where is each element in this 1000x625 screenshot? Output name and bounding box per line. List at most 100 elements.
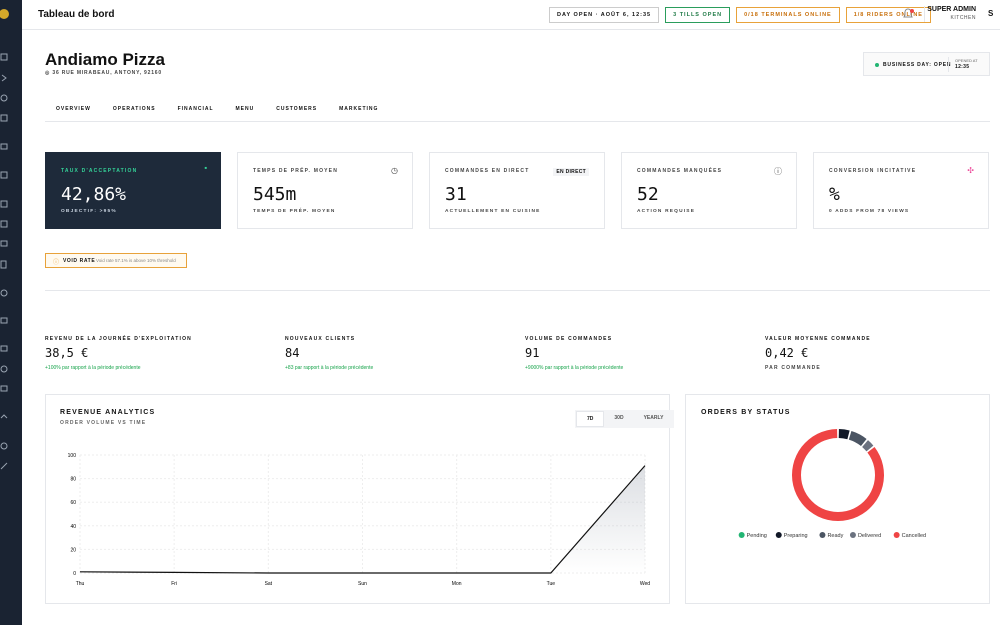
legend-swatch [775, 532, 782, 538]
legend-label: Preparing [784, 533, 808, 539]
alert-text: Void rate 57.1% is above 10% threshold [96, 258, 176, 263]
y-tick-label: 0 [73, 571, 76, 577]
x-tick-label: Sat [265, 581, 273, 587]
kpi-value: 545m [253, 184, 297, 205]
stat-change: +83 par rapport à la période précédente [285, 365, 374, 371]
page-title: Tableau de bord [38, 9, 115, 20]
restaurant-name: Andiamo Pizza [45, 50, 165, 69]
range-button[interactable]: 30D [614, 415, 624, 421]
y-tick-label: 20 [70, 547, 76, 553]
stat-value: 0,42 € [765, 346, 809, 360]
divider [948, 57, 949, 72]
y-tick-label: 40 [70, 524, 76, 530]
stat-value: 91 [525, 346, 540, 360]
section-divider [45, 290, 990, 291]
chart-title: REVENUE ANALYTICS [60, 409, 156, 416]
y-tick-label: 80 [70, 477, 76, 483]
range-button[interactable]: 7D [576, 411, 605, 427]
line [79, 465, 646, 574]
x-tick-label: Wed [640, 581, 650, 587]
range-toggle: 7D 30D YEARLY [575, 410, 675, 428]
tab[interactable]: FINANCIAL [177, 106, 214, 112]
opened-label: OPENED AT [955, 58, 978, 63]
kpi-label: TAUX D'ACCEPTATION [61, 168, 138, 174]
tab[interactable]: MENU [235, 106, 255, 112]
tab[interactable]: OPERATIONS [112, 106, 156, 112]
kpi-sub: 0 ADDS FROM 78 VIEWS [829, 209, 910, 214]
stat-label: VOLUME DE COMMANDES [525, 336, 613, 342]
orders-panel [685, 394, 990, 604]
range-button[interactable]: YEARLY [643, 415, 664, 421]
tab[interactable]: MARKETING [339, 106, 379, 112]
kpi-icon: ◷ [391, 166, 398, 175]
tab[interactable]: CUSTOMERS [276, 106, 318, 112]
stat-note: PAR COMMANDE [765, 365, 821, 371]
chart-title: ORDERS BY STATUS [701, 409, 791, 416]
kpi-card: CONVERSION INCITATIVE% 0 ADDS FROM 78 VIE… [813, 152, 989, 229]
chart-subtitle: ORDER VOLUME VS TIME [60, 420, 147, 426]
kpi-card: TEMPS DE PRÉP. MOYEN 545m TEMPS DE PRÉP. M… [237, 152, 413, 229]
kpi-sub: ACTUELLEMENT EN CUISINE [445, 209, 541, 214]
restaurant-address: ◎ 36 RUE MIRABEAU, ANTONY, 92160 [45, 70, 162, 76]
status-badge[interactable]: 1/8 RIDERS ONLINE [845, 7, 931, 23]
opened-time: 12:35 [955, 64, 970, 70]
stat-label: NOUVEAUX CLIENTS [285, 336, 356, 342]
kpi-label: COMMANDES MANQUÉES [637, 168, 723, 174]
kpi-label: CONVERSION INCITATIVE [829, 168, 917, 174]
tabs-divider [45, 121, 990, 122]
address: 36 RUE MIRABEAU, ANTONY, 92160 [52, 70, 162, 76]
user-name[interactable]: SUPER ADMIN [927, 6, 976, 13]
tabs: OVERVIEW OPERATIONS FINANCIAL MENU CUSTOMERS… [56, 106, 378, 112]
legend-label: Ready [827, 533, 843, 539]
status-badges: DAY OPEN · AOÛT 6, 12:35 3 TILLS OPEN 0/18… [549, 7, 931, 23]
tab[interactable]: OVERVIEW [56, 106, 91, 112]
kpi-value: 31 [445, 184, 467, 205]
stat-value: 38,5 € [45, 346, 89, 360]
status-badge[interactable]: 3 TILLS OPEN [665, 7, 731, 23]
stat-label: VALEUR MOYENNE COMMANDE [765, 336, 871, 342]
x-tick-label: Thu [76, 581, 85, 587]
legend-label: Pending [747, 533, 767, 539]
kpi-value: 52 [637, 184, 659, 205]
stat-value: 84 [285, 346, 300, 360]
slice [848, 431, 867, 447]
legend-label: Delivered [858, 533, 881, 539]
sidebar [0, 0, 22, 625]
kpi-sub: ACTION REQUISE [637, 209, 696, 214]
kpi-sub: OBJECTIF: >95% [61, 209, 117, 214]
kpi-icon: ■ [204, 165, 207, 170]
kpi-icon: ✣ [967, 166, 974, 175]
kpi-card: COMMANDES MANQUÉES 52 ACTION REQUISE ⓘ [621, 152, 797, 229]
x-tick-label: Tue [547, 581, 556, 587]
y-tick-label: 60 [70, 500, 76, 506]
kpi-sub: TEMPS DE PRÉP. MOYEN [253, 209, 336, 214]
kpi-value: % [829, 184, 840, 205]
stat-change: +100% par rapport à la période précédent… [45, 365, 141, 371]
legend-swatch [849, 532, 856, 538]
kpi-card: COMMANDES EN DIRECT 31 ACTUELLEMENT EN CUI… [429, 152, 605, 229]
kpi-label: COMMANDES EN DIRECT [445, 168, 530, 174]
legend-label: Cancelled [902, 533, 926, 539]
legend-swatch [893, 532, 900, 538]
user-role: KITCHEN [950, 15, 976, 21]
slice [862, 440, 874, 452]
x-tick-label: Fri [171, 581, 177, 587]
legend-swatch [819, 532, 826, 538]
y-tick-label: 100 [68, 453, 77, 459]
status-badge[interactable]: DAY OPEN · AOÛT 6, 12:35 [549, 7, 660, 23]
kpi-label: TEMPS DE PRÉP. MOYEN [253, 168, 339, 174]
alert-label: VOID RATE [63, 258, 96, 264]
user-avatar[interactable]: S [988, 9, 994, 18]
status-badge[interactable]: 0/18 TERMINALS ONLINE [736, 7, 840, 23]
status-dot [875, 63, 879, 67]
status-text: BUSINESS DAY: OPEN [883, 62, 952, 68]
stat-change: +9000% par rapport à la période précéden… [525, 365, 624, 371]
x-tick-label: Sun [358, 581, 367, 587]
slice [838, 429, 850, 440]
area [80, 465, 645, 573]
kpi-card: TAUX D'ACCEPTATION 42,86% OBJECTIF: >95% ■ [45, 152, 221, 229]
notifications[interactable] [902, 8, 916, 20]
stat-label: REVENU DE LA JOURNÉE D'EXPLOITATION [45, 336, 192, 342]
